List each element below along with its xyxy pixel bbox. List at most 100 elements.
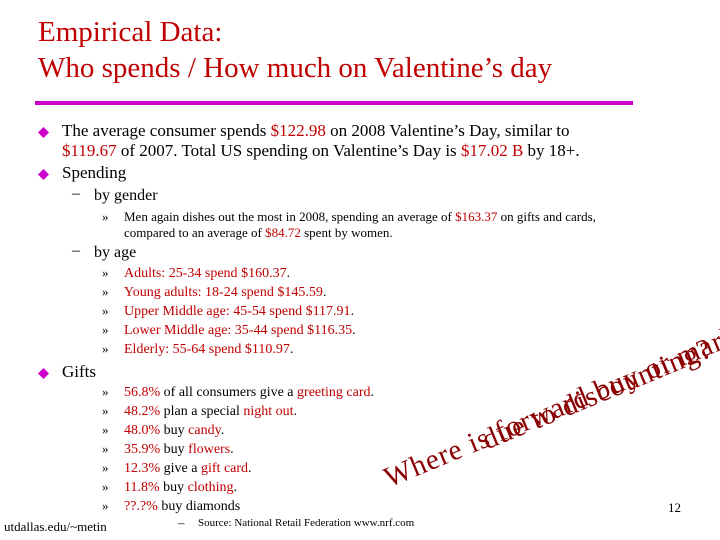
gift-percent: 48.2% bbox=[124, 404, 161, 419]
gift-percent: 56.8% bbox=[124, 385, 161, 400]
page-number: 12 bbox=[668, 500, 681, 515]
gift-item: 48.0% buy candy. bbox=[124, 421, 224, 440]
age-group: Elderly: 55-64 spend bbox=[124, 342, 245, 357]
age-end: . bbox=[352, 323, 356, 338]
gender-line-2: compared to an average of $84.72 spent b… bbox=[124, 225, 393, 241]
age-amount: $160.37 bbox=[241, 266, 287, 281]
sub-marker: » bbox=[102, 384, 109, 399]
gift-item: 12.3% give a gift card. bbox=[124, 459, 252, 478]
age-item: Upper Middle age: 45-54 spend $117.91. bbox=[124, 302, 354, 321]
gift-highlight: greeting card bbox=[297, 385, 371, 400]
gift-item: 11.8% buy clothing. bbox=[124, 478, 237, 497]
gift-text: buy bbox=[159, 480, 188, 495]
age-group: Adults: 25-34 spend bbox=[124, 266, 242, 281]
gender-line-1: Men again dishes out the most in 2008, s… bbox=[124, 209, 596, 225]
gift-highlight: gift card bbox=[201, 461, 249, 476]
age-item: Lower Middle age: 35-44 spend $116.35. bbox=[124, 321, 356, 340]
gift-text: plan a special bbox=[160, 404, 244, 419]
gift-end: . bbox=[293, 404, 298, 419]
age-amount: $116.35 bbox=[307, 323, 353, 338]
gift-text: buy diamonds bbox=[157, 499, 241, 514]
age-end: . bbox=[289, 342, 294, 357]
dash-marker: – bbox=[72, 185, 80, 202]
gift-end: . bbox=[248, 461, 252, 476]
gift-text: give a bbox=[160, 461, 201, 476]
age-end: . bbox=[350, 304, 355, 319]
gift-percent: 11.8% bbox=[124, 480, 160, 495]
spending-heading: Spending bbox=[62, 163, 127, 182]
gift-percent: 35.9% bbox=[124, 442, 161, 457]
gift-highlight: clothing bbox=[187, 480, 234, 495]
gifts-heading: Gifts bbox=[62, 362, 96, 381]
gift-text: of all consumers give a bbox=[160, 385, 298, 400]
sub-marker: » bbox=[102, 403, 109, 418]
sub-marker: » bbox=[102, 498, 109, 513]
gift-percent: 48.0% bbox=[124, 423, 161, 438]
gift-item: 35.9% buy flowers. bbox=[124, 440, 234, 459]
gift-percent: 12.3% bbox=[124, 461, 161, 476]
overlay-line-1: Where is forward buy or market growth bbox=[379, 273, 720, 495]
sub-marker: » bbox=[102, 479, 109, 494]
text: by 18+. bbox=[523, 141, 580, 160]
gift-highlight: candy bbox=[188, 423, 221, 438]
age-amount: $145.59 bbox=[277, 285, 323, 300]
text: on gifts and cards, bbox=[497, 209, 596, 224]
gift-percent: ??.?% bbox=[124, 499, 158, 514]
gift-item: ??.?% buy diamonds bbox=[124, 497, 240, 516]
gift-highlight: flowers bbox=[188, 442, 231, 457]
gift-highlight: night out bbox=[243, 404, 294, 419]
sub-marker: » bbox=[102, 341, 109, 356]
age-group: Upper Middle age: 45-54 spend bbox=[124, 304, 306, 319]
women-amount: $84.72 bbox=[265, 225, 301, 240]
gift-end: . bbox=[370, 385, 375, 400]
dash-marker: – bbox=[72, 242, 80, 259]
age-item: Adults: 25-34 spend $160.37. bbox=[124, 264, 290, 283]
amount-2008: $122.98 bbox=[270, 121, 326, 140]
title-line-2: Who spends / How much on Valentine’s day bbox=[38, 52, 553, 84]
age-end: . bbox=[322, 285, 327, 300]
gift-end: . bbox=[220, 423, 225, 438]
men-amount: $163.37 bbox=[455, 209, 498, 224]
sub-marker: » bbox=[102, 441, 109, 456]
age-item: Young adults: 18-24 spend $145.59. bbox=[124, 283, 326, 302]
age-group: Young adults: 18-24 spend bbox=[124, 285, 278, 300]
by-age-heading: by age bbox=[94, 244, 137, 261]
title-line-1: Empirical Data: bbox=[38, 16, 223, 48]
amount-2007: $119.67 bbox=[62, 141, 117, 160]
gift-text: buy bbox=[160, 423, 189, 438]
sub-marker: » bbox=[102, 284, 109, 299]
total-spending: $17.02 B bbox=[460, 141, 524, 160]
age-item: Elderly: 55-64 spend $110.97. bbox=[124, 340, 293, 359]
text: of 2007. Total US spending on Valentine’… bbox=[116, 141, 461, 160]
diamond-bullet-icon bbox=[38, 127, 49, 138]
average-spend-line-2: $119.67 of 2007. Total US spending on Va… bbox=[62, 141, 580, 161]
age-end: . bbox=[286, 266, 291, 281]
average-spend-line-1: The average consumer spends $122.98 on 2… bbox=[62, 121, 570, 141]
diamond-bullet-icon bbox=[38, 368, 49, 379]
gift-text: buy bbox=[160, 442, 189, 457]
age-amount: $110.97 bbox=[244, 342, 290, 357]
sub-marker: » bbox=[102, 265, 109, 280]
sub-marker: » bbox=[102, 303, 109, 318]
gift-item: 56.8% of all consumers give a greeting c… bbox=[124, 383, 374, 402]
overlay-line-2: due to discounting? bbox=[477, 332, 718, 457]
diamond-bullet-icon bbox=[38, 169, 49, 180]
source-dash: – bbox=[178, 515, 185, 530]
footer-url: utdallas.edu/~metin bbox=[4, 519, 107, 534]
sub-marker: » bbox=[102, 460, 109, 475]
text: The average consumer spends bbox=[62, 121, 271, 140]
gift-end: . bbox=[230, 442, 234, 457]
slide-title: Empirical Data: Who spends / How much on… bbox=[38, 14, 552, 86]
text: on 2008 Valentine’s Day, similar to bbox=[325, 121, 570, 140]
gift-end: . bbox=[233, 480, 238, 495]
age-group: Lower Middle age: 35-44 spend bbox=[124, 323, 308, 338]
gift-item: 48.2% plan a special night out. bbox=[124, 402, 297, 421]
by-gender-heading: by gender bbox=[94, 187, 158, 204]
source-citation: Source: National Retail Federation www.n… bbox=[198, 517, 415, 529]
sub-marker: » bbox=[102, 422, 109, 437]
title-underline bbox=[35, 101, 633, 105]
sub-marker: » bbox=[102, 209, 109, 224]
age-amount: $117.91 bbox=[305, 304, 351, 319]
text: spent by women. bbox=[300, 225, 393, 240]
text: compared to an average of bbox=[124, 225, 266, 240]
